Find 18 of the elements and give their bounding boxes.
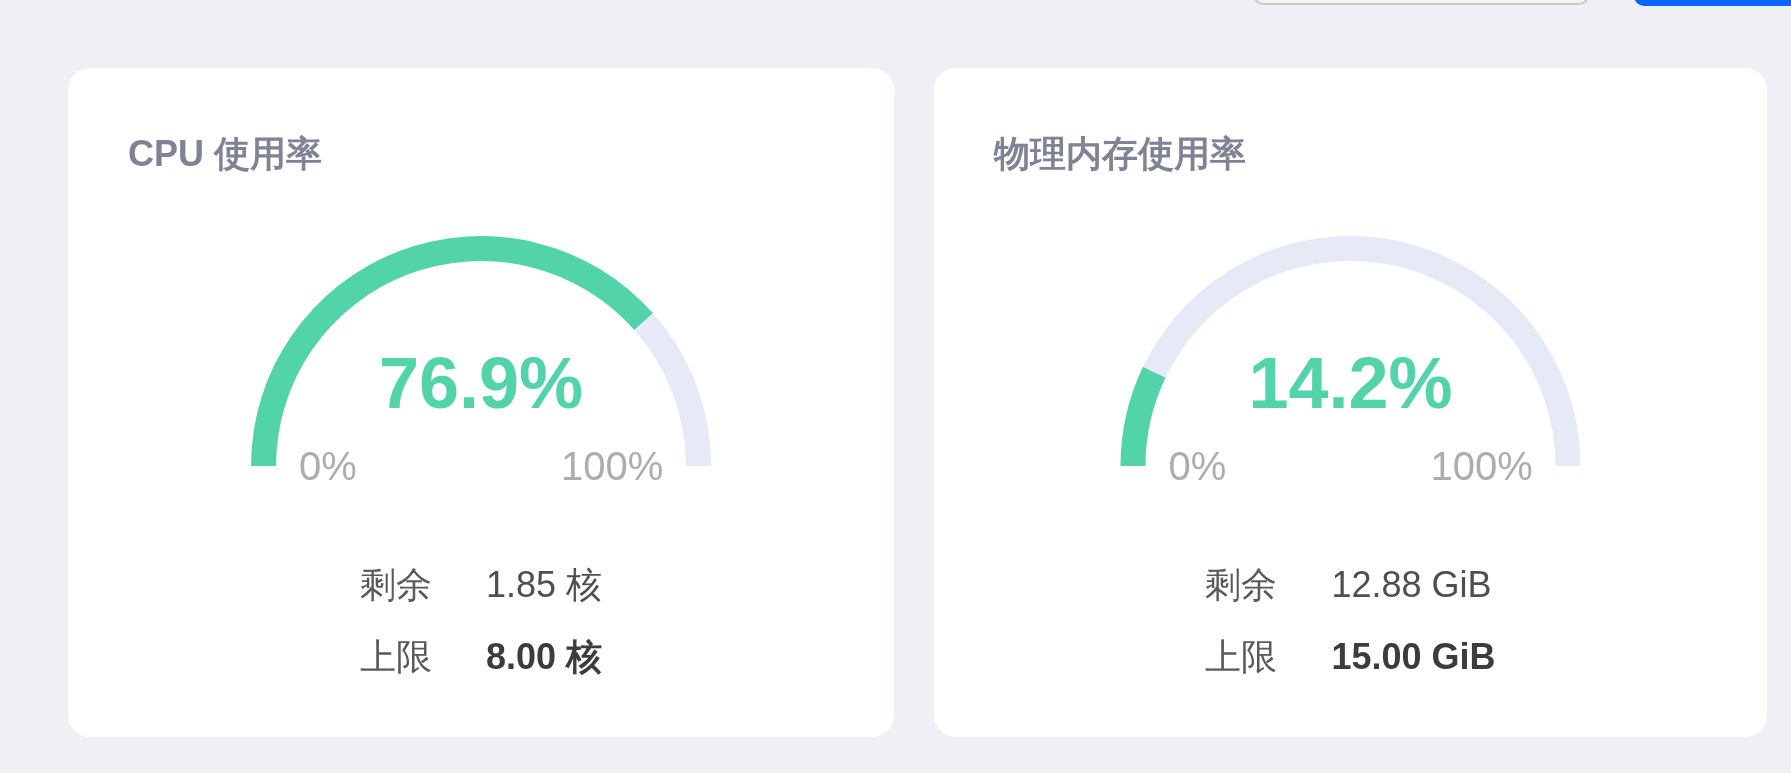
text: 12.88 GiB: [1331, 563, 1493, 607]
text: 0%: [299, 443, 357, 489]
text: 1.85 核: [485, 563, 603, 607]
outlined-button[interactable]: [1253, 0, 1589, 5]
text: 剩余: [359, 563, 432, 607]
filled-button[interactable]: [1634, 0, 1791, 6]
text: 上限: [1205, 635, 1278, 679]
text: 15.00 GiB: [1331, 635, 1496, 679]
text: 8.00 核: [485, 635, 603, 679]
text: 剩余: [1205, 563, 1278, 607]
text: 上限: [359, 635, 432, 679]
text: 14.2%: [1248, 342, 1453, 424]
text: 0%: [1168, 443, 1227, 489]
chart-title: 物理内存使用率: [993, 132, 1246, 174]
text: 100%: [561, 443, 664, 489]
text: 100%: [1430, 443, 1533, 489]
text: 76.9%: [378, 342, 584, 424]
chart-title: CPU 使用率: [128, 132, 323, 174]
